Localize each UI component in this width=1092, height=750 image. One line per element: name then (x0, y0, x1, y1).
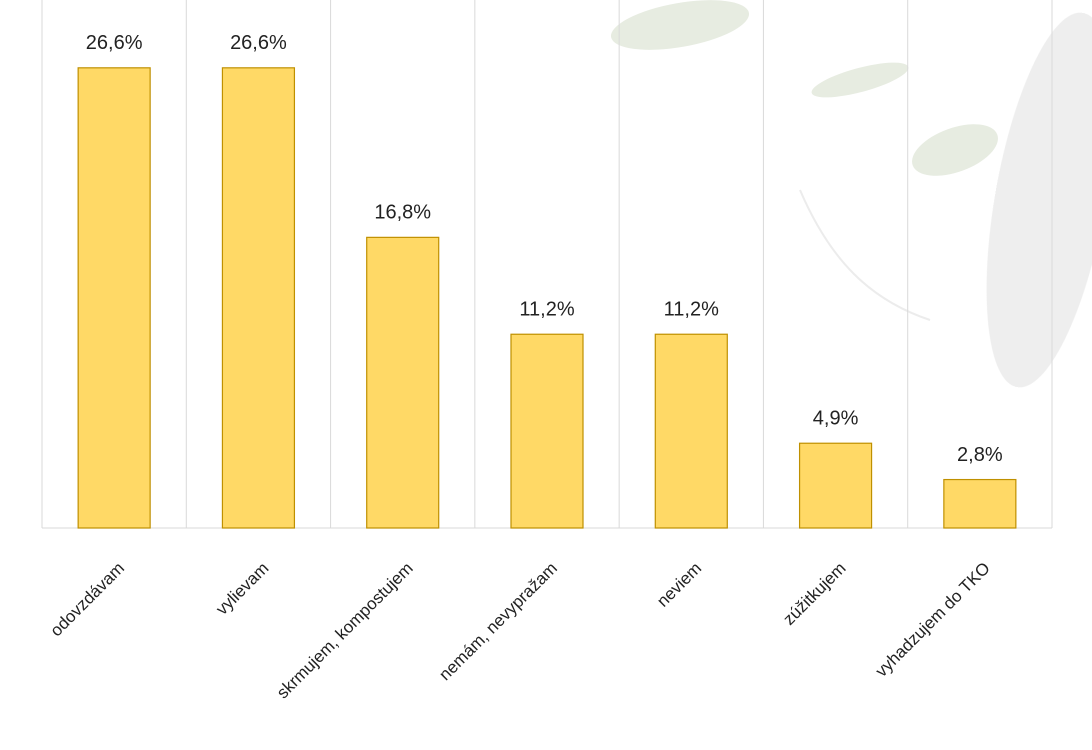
bar (366, 236, 440, 529)
data-label: 11,2% (664, 299, 719, 321)
data-label: 26,6% (86, 32, 143, 54)
bar (77, 67, 151, 529)
x-tick-label: neviem (653, 559, 705, 611)
x-tick-label: zúžitkujem (779, 559, 849, 629)
data-label: 4,9% (813, 408, 859, 430)
data-label: 16,8% (374, 202, 431, 224)
x-tick-label: nemám, nevypražam (435, 559, 561, 685)
x-tick-label: skrmujem, kompostujem (273, 559, 417, 703)
data-label: 11,2% (519, 299, 574, 321)
data-label: 2,8% (957, 444, 1003, 466)
bar (221, 67, 296, 529)
bar (943, 478, 1017, 529)
data-label: 26,6% (230, 32, 287, 54)
x-tick-label: vylievam (212, 559, 272, 619)
x-tick-label: odovzdávam (47, 559, 129, 641)
bar (798, 442, 873, 529)
x-tick-label: vyhadzujem do TKO (872, 559, 994, 681)
bar (654, 333, 728, 529)
bar (510, 333, 584, 529)
background-decoration (610, 0, 1092, 388)
